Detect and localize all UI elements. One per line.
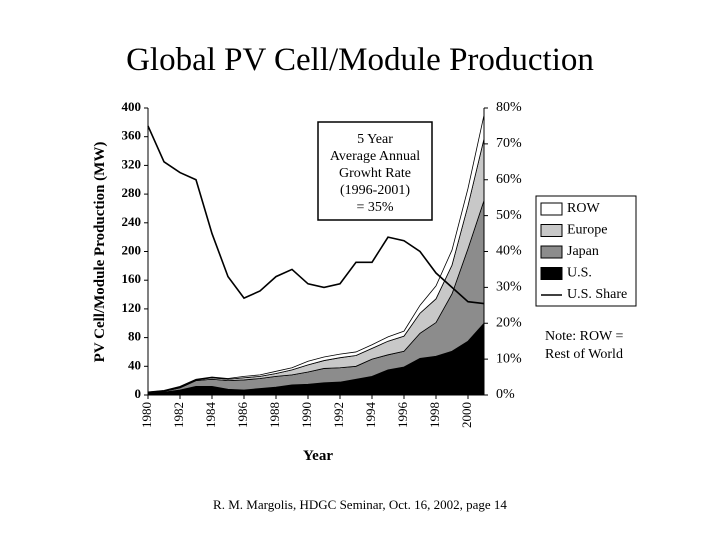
legend-label: U.S. Share (567, 287, 627, 302)
legend-swatch (540, 202, 563, 216)
y2-tick-label: 40% (496, 244, 522, 259)
y-tick-label: 120 (122, 300, 142, 315)
y2-tick-label: 70% (496, 136, 522, 151)
legend-swatch (540, 224, 563, 237)
legend-swatch (540, 267, 563, 280)
annotation-text: = 35% (356, 200, 393, 215)
legend-label: Europe (567, 223, 607, 238)
y-tick-label: 320 (122, 156, 142, 171)
share-line (147, 125, 485, 305)
y2-tick-label: 80% (496, 100, 522, 115)
y2-tick-label: 50% (496, 208, 522, 223)
y-tick-label: 240 (122, 214, 142, 229)
x-tick-label: 1998 (427, 402, 442, 428)
x-tick-label: 1982 (171, 402, 186, 428)
y2-tick-label: 60% (496, 172, 522, 187)
y2-tick-label: 0% (496, 387, 515, 402)
y-tick-label: 0 (135, 386, 142, 401)
annotation-text: Average Annual (330, 149, 420, 164)
y2-tick-label: 10% (496, 351, 522, 366)
footer: R. M. Margolis, HDGC Seminar, Oct. 16, 2… (213, 497, 507, 512)
x-axis-label: Year (303, 448, 333, 464)
y-axis-label: PV Cell/Module Production (MW) (92, 142, 108, 363)
y-tick-label: 360 (122, 128, 142, 143)
legend-label: Japan (567, 244, 599, 259)
y-tick-label: 400 (122, 99, 142, 114)
x-tick-label: 1984 (203, 402, 218, 429)
legend-label: ROW (567, 201, 600, 216)
y-tick-label: 80 (128, 329, 141, 344)
y-tick-label: 40 (128, 357, 141, 372)
x-tick-label: 1990 (299, 402, 314, 428)
legend-swatch (540, 245, 563, 259)
x-tick-label: 2000 (459, 402, 474, 428)
slide-title: Global PV Cell/Module Production (126, 42, 594, 78)
y-tick-label: 160 (122, 271, 142, 286)
x-tick-label: 1996 (395, 402, 410, 429)
y2-tick-label: 30% (496, 280, 522, 295)
annotation-text: 5 Year (357, 132, 393, 147)
note-text: Note: ROW = (545, 329, 624, 344)
annotation-text: Growht Rate (339, 166, 411, 181)
note-text: Rest of World (545, 347, 623, 362)
x-tick-label: 1988 (267, 402, 282, 428)
x-tick-label: 1980 (139, 402, 154, 428)
annotation-box (317, 121, 433, 221)
y-tick-label: 200 (122, 242, 142, 257)
annotation-text: (1996-2001) (340, 183, 410, 198)
y-tick-label: 280 (122, 185, 142, 200)
y2-tick-label: 20% (496, 315, 522, 330)
x-tick-label: 1986 (235, 402, 250, 429)
legend-label: U.S. (567, 266, 592, 281)
x-tick-label: 1994 (363, 402, 378, 429)
x-tick-label: 1992 (331, 402, 346, 428)
